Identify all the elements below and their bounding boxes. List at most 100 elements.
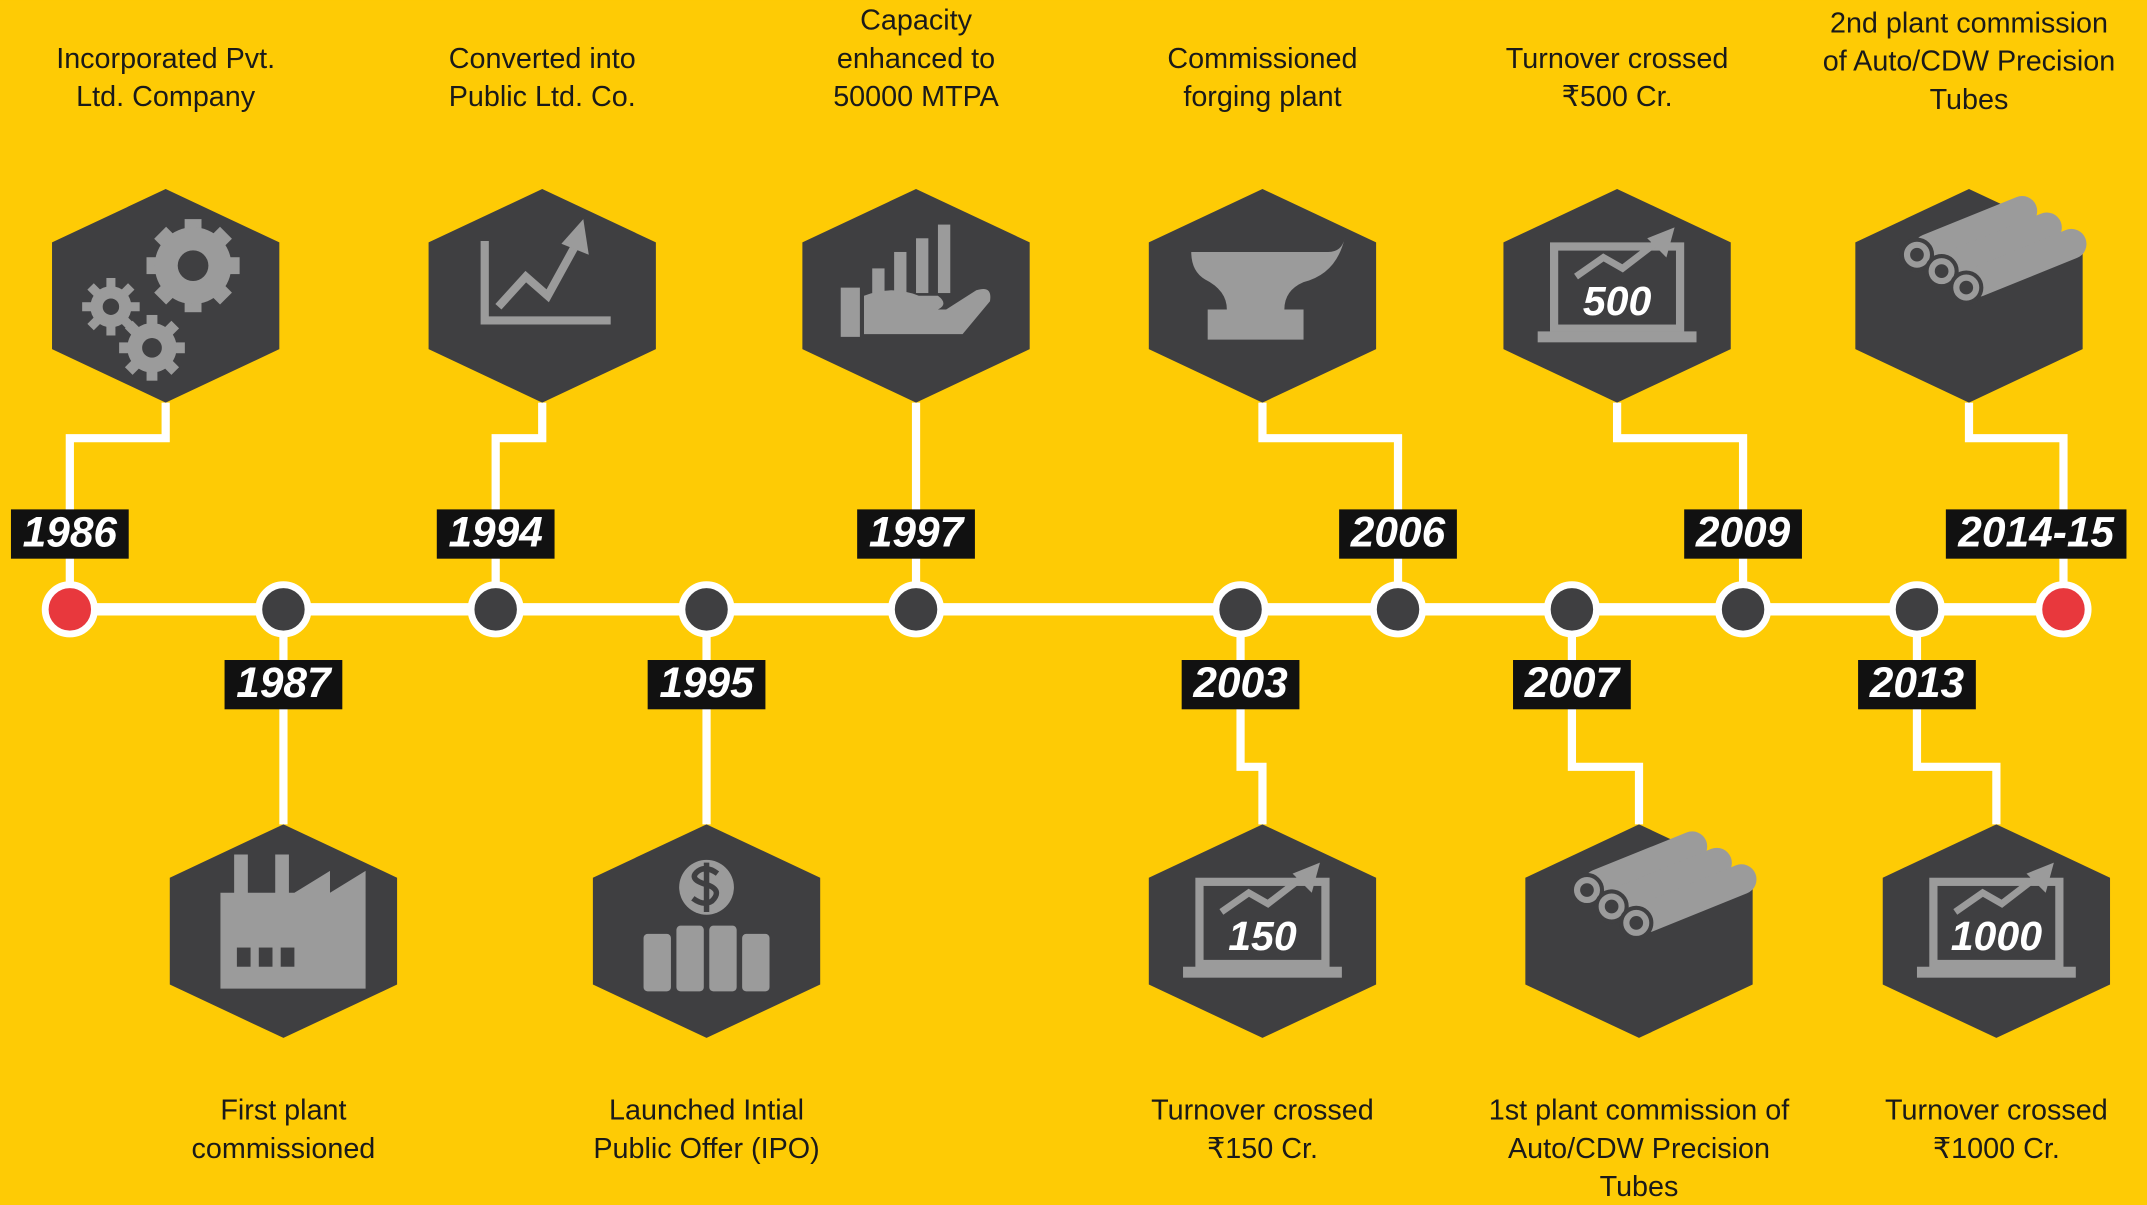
event-caption: 1st plant commission of bbox=[1489, 1094, 1790, 1126]
event-caption: 2nd plant commission bbox=[1830, 7, 2108, 39]
timeline-dot bbox=[887, 581, 945, 638]
anvil bbox=[1191, 238, 1345, 340]
event-caption: Capacity bbox=[860, 5, 972, 37]
laptop-screen bbox=[1929, 877, 2064, 969]
laptop-screen bbox=[1195, 877, 1330, 969]
hand-bar bbox=[916, 238, 929, 294]
pipe-hole bbox=[1604, 899, 1619, 914]
year-label: 2007 bbox=[1524, 659, 1622, 706]
timeline-dot bbox=[2035, 581, 2092, 638]
event-caption: Tubes bbox=[1930, 84, 2009, 116]
year-box bbox=[1339, 509, 1457, 559]
timeline-dot bbox=[41, 581, 98, 638]
timeline-dot bbox=[1543, 581, 1600, 638]
pipe-hole bbox=[1934, 264, 1949, 278]
year-box bbox=[1858, 660, 1976, 710]
year-box bbox=[436, 509, 555, 559]
timeline-event: 150 2003 Turnover crossed ₹150 Cr. bbox=[1148, 581, 1377, 1165]
timeline-dot bbox=[1714, 581, 1772, 638]
gear-tooth bbox=[106, 277, 116, 289]
timeline-dot bbox=[255, 581, 312, 638]
year-label: 2006 bbox=[1350, 509, 1446, 556]
event-caption: enhanced to bbox=[837, 43, 995, 75]
year-label: 2009 bbox=[1695, 509, 1791, 556]
laptop-trend bbox=[1574, 238, 1661, 280]
icon-number: 1000 bbox=[1951, 913, 2043, 959]
gear-hole bbox=[102, 298, 120, 315]
dollar-bar bbox=[742, 933, 770, 992]
event-caption: Turnover crossed bbox=[1151, 1094, 1374, 1126]
timeline-dot bbox=[1212, 581, 1269, 638]
year-label: 1995 bbox=[659, 659, 755, 706]
chart-trend bbox=[495, 239, 582, 310]
year-label: 1994 bbox=[448, 509, 542, 556]
dollar-bar bbox=[643, 933, 671, 992]
gear-hole bbox=[177, 250, 209, 281]
event-caption: Launched Intial bbox=[609, 1094, 804, 1126]
event-caption: Ltd. Company bbox=[76, 81, 256, 113]
year-box bbox=[1181, 660, 1300, 710]
pipe bbox=[1937, 212, 2062, 281]
pipe-hole bbox=[1910, 247, 1924, 262]
pipe-hole bbox=[1959, 280, 1974, 295]
timeline-dot bbox=[1888, 581, 1946, 638]
pipe bbox=[1607, 847, 1732, 916]
hand bbox=[840, 287, 991, 337]
year-box bbox=[1684, 509, 1802, 559]
dollar-bar bbox=[709, 925, 737, 992]
year-label: 1997 bbox=[869, 509, 966, 556]
laptop-trend bbox=[1953, 873, 2040, 915]
timeline-dot bbox=[1369, 581, 1427, 638]
event-caption: ₹150 Cr. bbox=[1207, 1133, 1318, 1165]
event-caption: ₹1000 Cr. bbox=[1933, 1133, 2060, 1165]
timeline-event: 2006 Commissioned forging plant bbox=[1148, 43, 1457, 638]
timeline-event: 1994 Converted into Public Ltd. Co. bbox=[428, 43, 656, 638]
hand-bar bbox=[894, 251, 907, 294]
year-label: 2013 bbox=[1869, 659, 1965, 706]
chart-arrow bbox=[561, 219, 589, 255]
event-caption: Public Ltd. Co. bbox=[449, 81, 636, 113]
timeline-event: 1000 2013 Turnover crossed ₹1000 Cr. bbox=[1858, 581, 2111, 1165]
dollar-sign bbox=[691, 862, 720, 912]
pipe bbox=[1913, 196, 2038, 265]
event-caption: Turnover crossed bbox=[1885, 1094, 2108, 1126]
pipe bbox=[1632, 864, 1757, 933]
factory-window bbox=[280, 947, 295, 967]
chart-axes bbox=[480, 241, 611, 325]
gear-tooth bbox=[106, 325, 116, 336]
year-box bbox=[224, 660, 343, 710]
event-caption: Public Offer (IPO) bbox=[593, 1133, 819, 1165]
year-label: 1986 bbox=[23, 509, 118, 556]
event-caption: Commissioned bbox=[1167, 43, 1357, 75]
event-caption: ₹500 Cr. bbox=[1562, 81, 1673, 113]
icon-number: 500 bbox=[1583, 278, 1652, 324]
pipe bbox=[1962, 228, 2087, 297]
pipe-hole bbox=[1629, 916, 1644, 930]
gear-tooth bbox=[146, 368, 158, 381]
timeline-dot bbox=[678, 581, 735, 638]
timeline-dot bbox=[467, 581, 524, 638]
year-box bbox=[647, 660, 766, 710]
event-caption: 50000 MTPA bbox=[833, 81, 999, 113]
laptop-trend bbox=[1219, 873, 1306, 915]
factory-window bbox=[258, 947, 273, 967]
event-caption: Turnover crossed bbox=[1506, 43, 1729, 75]
year-label: 2014-15 bbox=[1957, 509, 2115, 556]
year-box bbox=[10, 509, 129, 559]
laptop-base bbox=[1537, 331, 1697, 343]
year-box bbox=[857, 509, 975, 559]
pipe bbox=[1583, 831, 1708, 900]
laptop-base bbox=[1916, 966, 2076, 978]
event-caption: Incorporated Pvt. bbox=[56, 43, 275, 75]
event-caption: forging plant bbox=[1183, 81, 1341, 113]
timeline-event: 1995 Launched Intial Public Offer (IPO) bbox=[592, 581, 821, 1165]
timeline-event: 1987 First plant commissioned bbox=[169, 581, 398, 1165]
laptop-screen bbox=[1550, 242, 1685, 333]
timeline-event: 2007 1st plant commission of Auto/CDW Prec… bbox=[1489, 581, 1790, 1203]
icon-number: 150 bbox=[1228, 913, 1297, 959]
factory bbox=[220, 854, 366, 989]
year-label: 2003 bbox=[1192, 659, 1288, 706]
hand-bar bbox=[872, 268, 885, 294]
